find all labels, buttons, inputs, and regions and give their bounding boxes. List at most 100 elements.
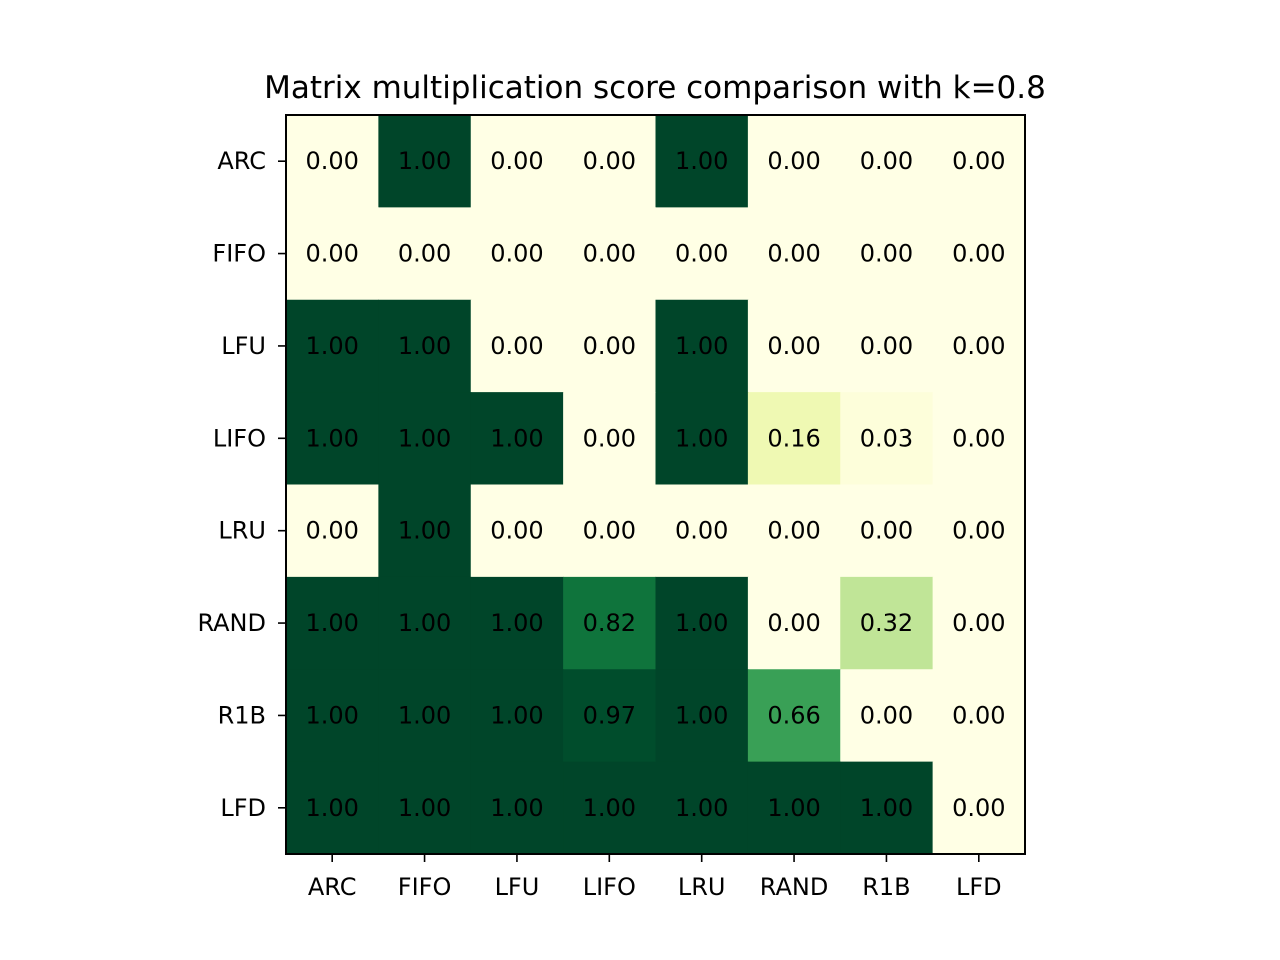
- cell-value-label: 0.00: [952, 147, 1005, 175]
- heatmap-cell: [655, 576, 749, 670]
- cell-value-label: 1.00: [305, 609, 358, 637]
- heatmap-cell: [286, 207, 379, 301]
- x-tick-label: R1B: [862, 873, 910, 901]
- heatmap-cell: [378, 761, 472, 855]
- heatmap-cell: [286, 115, 379, 208]
- cell-value-label: 1.00: [675, 332, 728, 360]
- cell-value-label: 0.00: [583, 147, 636, 175]
- heatmap-cell: [932, 484, 1026, 578]
- cell-value-label: 1.00: [305, 332, 358, 360]
- heatmap-cell: [470, 761, 564, 855]
- cell-value-label: 0.00: [305, 517, 358, 545]
- cell-value-label: 0.00: [952, 424, 1005, 452]
- x-tick-label: LRU: [678, 873, 726, 901]
- heatmap-cell: [378, 576, 472, 670]
- heatmap-cell: [840, 576, 934, 670]
- cell-value-label: 0.00: [490, 517, 543, 545]
- cell-value-label: 0.32: [860, 609, 913, 637]
- cell-value-label: 0.00: [860, 332, 913, 360]
- heatmap-cell: [378, 392, 472, 486]
- x-tick-label: LFD: [956, 873, 1002, 901]
- cell-value-label: 0.00: [583, 517, 636, 545]
- heatmap-cell: [470, 299, 564, 393]
- x-tick-label: ARC: [308, 873, 357, 901]
- cell-value-label: 0.03: [860, 424, 913, 452]
- cell-value-label: 1.00: [398, 517, 451, 545]
- y-tick-label: RAND: [197, 609, 266, 637]
- heatmap-cell: [378, 115, 472, 208]
- cell-value-label: 0.00: [490, 147, 543, 175]
- heatmap-cell: [470, 576, 564, 670]
- heatmap-cell: [655, 669, 749, 763]
- cell-value-label: 0.66: [767, 701, 820, 729]
- chart-title: Matrix multiplication score comparison w…: [264, 70, 1046, 106]
- heatmap-cell: [655, 299, 749, 393]
- heatmap-cell: [286, 392, 379, 486]
- heatmap-cell: [563, 392, 657, 486]
- heatmap-cell: [932, 761, 1026, 855]
- cell-value-label: 1.00: [398, 794, 451, 822]
- heatmap-cell: [563, 576, 657, 670]
- heatmap-cell: [655, 761, 749, 855]
- cell-value-label: 0.00: [583, 332, 636, 360]
- heatmap-cell: [563, 669, 657, 763]
- cell-value-label: 1.00: [675, 424, 728, 452]
- y-tick-label: R1B: [218, 701, 266, 729]
- y-tick-label: LFU: [221, 332, 266, 360]
- x-tick-label: RAND: [760, 873, 829, 901]
- cell-value-label: 0.00: [583, 424, 636, 452]
- heatmap-cell: [840, 299, 934, 393]
- x-tick-label: LIFO: [583, 873, 636, 901]
- heatmap-cell: [286, 299, 379, 393]
- cell-value-label: 0.00: [767, 332, 820, 360]
- heatmap-cell: [563, 299, 657, 393]
- cell-value-label: 1.00: [398, 701, 451, 729]
- y-tick-label: FIFO: [212, 240, 266, 268]
- cell-value-label: 0.82: [583, 609, 636, 637]
- cell-value-label: 0.00: [952, 240, 1005, 268]
- heatmap-cell: [932, 392, 1026, 486]
- heatmap-cell: [655, 207, 749, 301]
- cell-value-label: 1.00: [675, 147, 728, 175]
- cell-value-label: 1.00: [305, 424, 358, 452]
- cell-value-label: 0.00: [767, 147, 820, 175]
- heatmap-cell: [747, 207, 841, 301]
- cell-value-label: 0.16: [767, 424, 820, 452]
- heatmap-cell: [932, 115, 1026, 208]
- cell-value-label: 0.97: [583, 701, 636, 729]
- heatmap-cell: [563, 484, 657, 578]
- heatmap-cell: [563, 207, 657, 301]
- cell-value-label: 0.00: [305, 240, 358, 268]
- x-tick-label: LFU: [495, 873, 540, 901]
- heatmap-cell: [932, 576, 1026, 670]
- y-axis: ARC FIFO LFU LIFO LRU RAND R1B LFD: [197, 147, 286, 822]
- cell-value-label: 1.00: [490, 424, 543, 452]
- heatmap-cell: [747, 484, 841, 578]
- heatmap-cell: [563, 761, 657, 855]
- cell-value-label: 0.00: [767, 517, 820, 545]
- y-tick-label: ARC: [217, 147, 266, 175]
- heatmap-cell: [286, 576, 379, 670]
- heatmap-cell: [378, 299, 472, 393]
- cell-value-label: 0.00: [675, 517, 728, 545]
- heatmap-cell: [470, 484, 564, 578]
- cell-value-label: 0.00: [952, 332, 1005, 360]
- cell-value-label: 0.00: [490, 240, 543, 268]
- heatmap-cell: [840, 207, 934, 301]
- heatmap-cell: [932, 207, 1026, 301]
- cell-value-label: 0.00: [767, 609, 820, 637]
- cell-value-label: 1.00: [398, 424, 451, 452]
- x-tick-label: FIFO: [398, 873, 452, 901]
- heatmap-cell: [286, 669, 379, 763]
- x-axis: ARC FIFO LFU LIFO LRU RAND R1B LFD: [308, 854, 1002, 901]
- cell-value-label: 1.00: [398, 147, 451, 175]
- heatmap-cell: [378, 207, 472, 301]
- heatmap-cell: [747, 299, 841, 393]
- heatmap-cells: [286, 115, 1026, 855]
- cell-value-label: 0.00: [860, 517, 913, 545]
- cell-value-label: 0.00: [675, 240, 728, 268]
- y-tick-label: LRU: [218, 517, 266, 545]
- heatmap-cell-labels: 0.00 1.00 0.00 0.00 1.00 0.00 0.00 0.00 0.00 0.00…: [305, 147, 1005, 822]
- cell-value-label: 1.00: [305, 794, 358, 822]
